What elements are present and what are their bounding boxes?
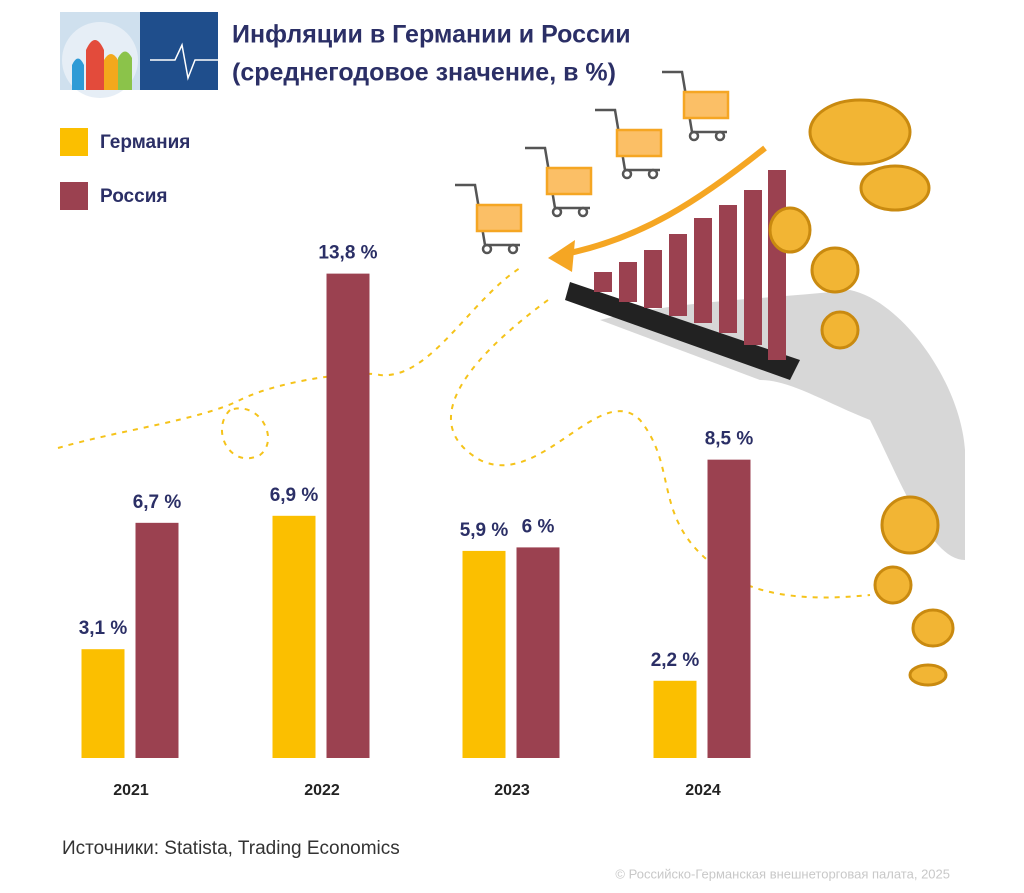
bar bbox=[272, 515, 316, 758]
value-label: 6 % bbox=[522, 516, 555, 537]
decor-phone bbox=[548, 145, 800, 380]
legend-swatch bbox=[60, 182, 88, 210]
value-label: 8,5 % bbox=[705, 429, 754, 450]
value-label: 6,9 % bbox=[270, 485, 319, 506]
decor-hand bbox=[600, 290, 965, 560]
value-label: 2,2 % bbox=[651, 650, 700, 671]
x-tick-label: 2024 bbox=[685, 782, 721, 799]
x-tick-label: 2021 bbox=[113, 782, 149, 799]
x-tick-label: 2022 bbox=[304, 782, 340, 799]
bar bbox=[516, 547, 560, 758]
bar bbox=[135, 522, 179, 758]
chart-title: Инфляции в Германии и России bbox=[232, 21, 631, 49]
source: Источники: Statista, Trading Economics bbox=[62, 838, 400, 859]
bar bbox=[707, 459, 751, 758]
decor-dotted bbox=[220, 407, 270, 460]
chart-subtitle: (среднегодовое значение, в %) bbox=[232, 59, 616, 87]
legend-label: Германия bbox=[100, 132, 190, 153]
bar bbox=[462, 550, 506, 758]
value-label: 13,8 % bbox=[318, 243, 377, 264]
legend-label: Россия bbox=[100, 186, 167, 207]
logo bbox=[60, 12, 218, 98]
bar bbox=[326, 273, 370, 758]
x-tick-label: 2023 bbox=[494, 782, 530, 799]
value-label: 5,9 % bbox=[460, 520, 509, 541]
decor-carts bbox=[455, 70, 730, 255]
legend-swatch bbox=[60, 128, 88, 156]
copyright: © Российско-Германская внешнеторговая па… bbox=[615, 866, 950, 881]
bar bbox=[81, 649, 125, 758]
decor-dotted bbox=[57, 267, 871, 599]
value-label: 6,7 % bbox=[133, 492, 182, 513]
value-label: 3,1 % bbox=[79, 618, 128, 639]
bar bbox=[653, 680, 697, 758]
decor-coins bbox=[768, 98, 955, 687]
